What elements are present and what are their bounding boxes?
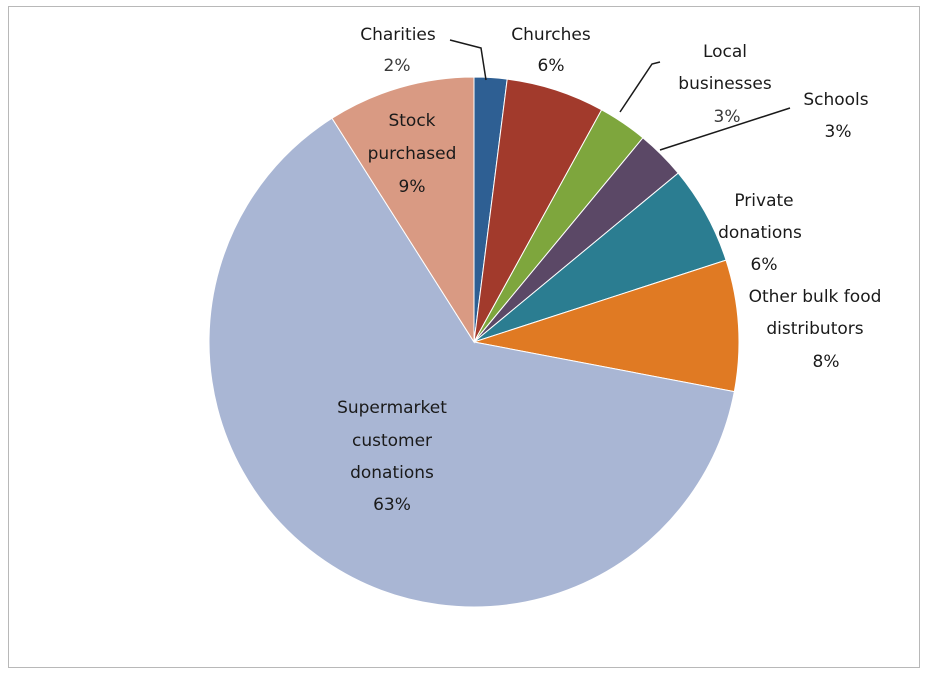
label-schools-name: Schools (803, 90, 868, 110)
label-other-bulk-line1: Other bulk food (749, 287, 882, 307)
pie-slices (208, 76, 740, 608)
label-local-businesses-line1: Local (703, 42, 747, 62)
label-stock-line2: purchased (368, 144, 457, 164)
label-supermarket-line2: customer (352, 431, 432, 451)
pie-slice-supermarket-customer-donations (208, 117, 735, 608)
label-churches-pct: 6% (538, 56, 565, 76)
label-other-bulk-pct: 8% (813, 352, 840, 372)
label-local-businesses-line2: businesses (678, 74, 772, 94)
label-supermarket-line3: donations (350, 463, 434, 483)
leader-line-local-businesses (619, 61, 661, 113)
leader-lines (449, 39, 791, 151)
label-local-businesses-pct: 3% (714, 107, 741, 127)
label-churches-name: Churches (511, 25, 591, 45)
pie-slice-stock-purchased (331, 76, 475, 344)
pie-slice-other-bulk-food-distributors (473, 259, 740, 393)
leader-line-schools (659, 107, 791, 151)
label-private-donations-line2: donations (718, 223, 802, 243)
leader-line-charities (449, 39, 487, 81)
label-stock-line1: Stock (388, 111, 435, 131)
label-schools-pct: 3% (825, 122, 852, 142)
label-private-donations-line1: Private (734, 191, 793, 211)
label-charities-pct: 2% (384, 56, 411, 76)
label-supermarket-line1: Supermarket (337, 398, 447, 418)
label-private-donations-pct: 6% (751, 255, 778, 275)
label-stock-pct: 9% (399, 177, 426, 197)
label-other-bulk-line2: distributors (766, 319, 863, 339)
label-charities-name: Charities (360, 25, 436, 45)
label-supermarket-pct: 63% (373, 495, 411, 515)
